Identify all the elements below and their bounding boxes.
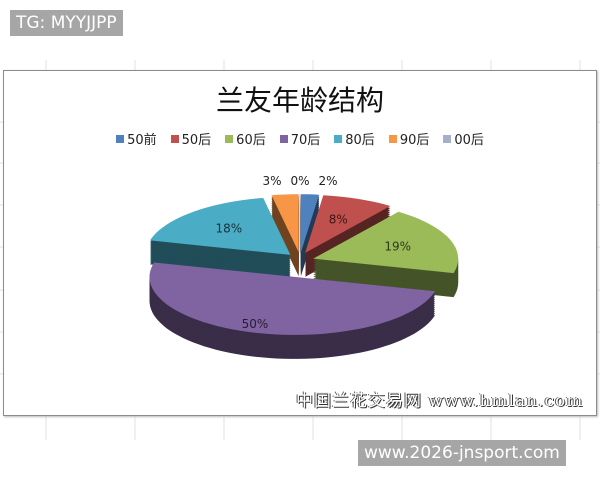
data-label: 0% (290, 174, 309, 188)
pie-slice-top (305, 195, 391, 253)
legend-label: 50后 (181, 133, 212, 148)
legend-item: 70后 (279, 129, 321, 148)
legend-item: 80后 (334, 129, 375, 148)
legend-swatch (443, 134, 452, 143)
legend-swatch (225, 134, 234, 143)
legend-label: 70后 (290, 133, 321, 148)
site-watermark: 中国兰花交易网 www.hmlan.com (296, 391, 584, 411)
data-label: 50% (242, 317, 269, 331)
legend-item: 50后 (170, 129, 212, 148)
data-label: 3% (262, 174, 281, 188)
pie-slice-top (313, 211, 459, 274)
legend: 50前 50后 60后 70后 80后 90后 00后 (4, 129, 596, 148)
legend-item: 50前 (116, 129, 157, 148)
legend-swatch (388, 134, 397, 143)
data-label: 8% (329, 212, 348, 226)
chart-title: 兰友年龄结构 (215, 84, 384, 117)
legend-swatch (116, 134, 125, 143)
pie-slice-70后[interactable] (149, 262, 436, 359)
pie-slice-top (300, 194, 320, 253)
legend-item: 60后 (225, 129, 266, 148)
pie-slice-top (271, 194, 299, 253)
legend-item: 00后 (443, 129, 484, 148)
legend-label: 60后 (236, 133, 266, 148)
legend-item: 90后 (388, 129, 430, 148)
legend-label: 50前 (127, 133, 157, 148)
pie-slice-top (150, 197, 291, 255)
pie-slice-80后[interactable] (150, 197, 291, 279)
legend-label: 80后 (345, 133, 375, 148)
legend-swatch (334, 134, 343, 143)
legend-label: 90后 (399, 133, 430, 148)
data-label: 19% (384, 239, 411, 253)
watermark-top: TG: MYYJJPP (10, 10, 123, 36)
watermark-bottom: www.2026-jnsport.com (358, 440, 566, 466)
data-label: 2% (318, 174, 337, 188)
legend-label: 00后 (454, 133, 484, 148)
pie-slice-60后[interactable] (313, 211, 459, 298)
data-label: 18% (216, 222, 243, 236)
legend-swatch (279, 134, 288, 143)
pie-slice-top (149, 262, 435, 335)
legend-swatch (170, 134, 179, 143)
